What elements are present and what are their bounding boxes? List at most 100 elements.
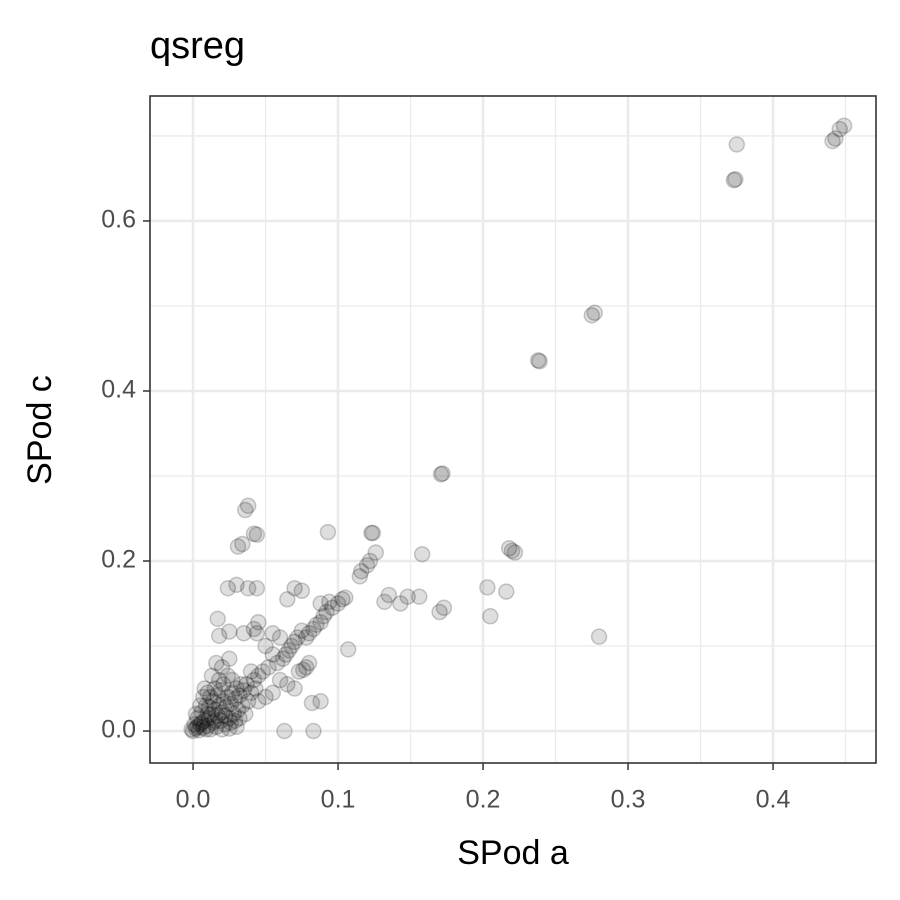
point <box>226 712 244 730</box>
point <box>250 667 267 685</box>
point <box>189 710 206 727</box>
point <box>199 717 216 735</box>
point <box>250 693 267 710</box>
point <box>210 671 228 689</box>
point <box>315 608 332 625</box>
y-axis-label: SPod c <box>21 375 59 485</box>
point <box>229 538 247 555</box>
point <box>250 613 267 631</box>
point <box>268 654 286 672</box>
point <box>239 497 257 515</box>
point <box>196 680 213 697</box>
point <box>319 523 337 541</box>
panel-border <box>149 95 877 764</box>
point <box>293 622 311 639</box>
point <box>208 718 225 736</box>
point <box>209 687 226 704</box>
point <box>434 465 451 482</box>
point <box>277 646 295 663</box>
point <box>221 710 238 727</box>
point <box>727 171 744 188</box>
point <box>209 707 226 724</box>
point <box>238 676 255 693</box>
point <box>500 540 518 557</box>
point <box>264 625 282 642</box>
x-axis-label: SPod a <box>457 834 569 872</box>
point <box>274 650 292 668</box>
point <box>363 524 380 542</box>
point <box>254 663 271 680</box>
point <box>264 646 282 663</box>
point <box>339 641 357 658</box>
point <box>237 501 254 519</box>
point <box>264 684 282 702</box>
point <box>202 721 219 738</box>
point <box>586 304 603 322</box>
point <box>237 705 254 723</box>
point <box>376 593 393 611</box>
point <box>242 684 260 702</box>
point <box>300 625 318 642</box>
point <box>358 557 376 574</box>
point <box>187 705 205 723</box>
point <box>213 721 231 738</box>
point <box>245 620 263 638</box>
point <box>190 721 208 739</box>
point <box>297 629 315 646</box>
x-tick-label: 0.0 <box>176 786 211 814</box>
point <box>228 718 245 736</box>
point <box>209 610 226 628</box>
point <box>242 663 260 680</box>
point <box>318 603 335 621</box>
point <box>205 714 222 731</box>
point <box>231 710 248 727</box>
point <box>203 705 221 723</box>
point <box>222 714 240 731</box>
point <box>235 625 253 642</box>
point <box>212 681 229 699</box>
point <box>200 710 218 727</box>
point <box>295 661 312 679</box>
x-tick-label: 0.1 <box>321 786 356 814</box>
point <box>399 588 416 605</box>
point <box>312 693 329 710</box>
point <box>206 712 224 730</box>
point <box>225 705 242 723</box>
y-tick-label: 0.4 <box>101 376 136 404</box>
point <box>312 613 329 631</box>
point <box>367 544 385 561</box>
point <box>187 720 205 737</box>
point <box>305 722 322 740</box>
point <box>413 545 431 563</box>
point <box>219 667 237 685</box>
point <box>271 671 289 689</box>
point <box>506 544 524 561</box>
point <box>199 705 216 723</box>
point <box>239 579 257 597</box>
point <box>334 591 351 608</box>
point <box>184 722 202 740</box>
point <box>228 680 245 697</box>
point <box>205 693 222 710</box>
point <box>215 693 232 710</box>
point <box>337 589 354 606</box>
point <box>725 171 743 189</box>
point <box>223 671 241 689</box>
point <box>193 704 211 721</box>
point <box>203 667 221 685</box>
point <box>824 132 841 150</box>
point <box>324 599 341 617</box>
x-tick-label: 0.2 <box>466 786 501 814</box>
point <box>186 715 203 733</box>
point <box>293 582 311 600</box>
point <box>364 524 382 542</box>
point <box>206 701 224 719</box>
point <box>531 352 548 370</box>
point <box>206 680 224 697</box>
point <box>380 586 398 604</box>
point <box>210 697 228 714</box>
point <box>479 579 496 596</box>
y-tick-label: 0.2 <box>101 546 136 574</box>
point <box>222 695 240 713</box>
point <box>196 712 213 730</box>
